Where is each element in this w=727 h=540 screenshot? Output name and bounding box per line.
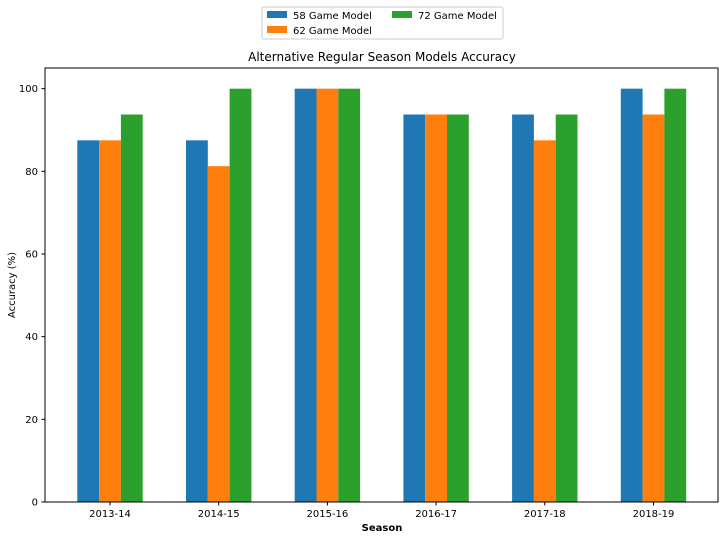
legend-label-58: 58 Game Model: [293, 11, 372, 22]
x-axis: 2013-14 2014-15 2015-16 2016-17 2017-18 2018-…: [89, 502, 674, 520]
bar-2014-15-series-1: [186, 140, 208, 502]
chart-title: Alternative Regular Season Models Accura…: [248, 50, 516, 64]
y-axis: 0 20 40 60 80 100: [19, 84, 45, 509]
y-tick-label: 60: [25, 250, 38, 261]
x-tick-label: 2016-17: [415, 509, 457, 520]
y-tick-label: 0: [32, 498, 38, 509]
legend-swatch-72: [392, 11, 412, 18]
plot-frame: [44, 67, 719, 503]
x-tick-label: 2014-15: [198, 509, 240, 520]
bar-2016-17-series-1: [403, 114, 426, 502]
bar-2013-14-series-3: [120, 114, 143, 502]
y-axis-label: Accuracy (%): [7, 252, 18, 318]
bar-2013-14-series-2: [99, 140, 121, 502]
bar-2014-15-series-2: [207, 166, 230, 503]
y-tick-label: 100: [19, 84, 38, 95]
y-tick-label: 20: [25, 415, 38, 426]
legend-swatch-62: [267, 26, 287, 33]
bar-2015-16-series-3: [338, 88, 361, 503]
legend-frame: [261, 6, 504, 40]
legend: 58 Game Model 62 Game Model 72 Game Mode…: [261, 6, 504, 40]
bar-2013-14-series-1: [77, 140, 100, 502]
legend-label-72: 72 Game Model: [418, 11, 497, 22]
bar-2018-19-series-2: [642, 114, 665, 502]
bar-2018-19-series-3: [664, 88, 687, 503]
bar-2016-17-series-2: [425, 114, 447, 502]
legend-swatch-58: [267, 11, 287, 18]
x-axis-label: Season: [362, 523, 403, 534]
x-tick-label: 2015-16: [307, 509, 349, 520]
bar-2016-17-series-3: [447, 114, 469, 502]
bar-2018-19-series-1: [620, 88, 643, 503]
legend-label-62: 62 Game Model: [293, 26, 372, 37]
bar-2017-18-series-2: [533, 140, 556, 502]
y-tick-label: 40: [25, 332, 38, 343]
y-tick-label: 80: [25, 167, 38, 178]
bar-2015-16-series-1: [294, 88, 317, 503]
bar-2014-15-series-3: [229, 88, 252, 503]
bar-2017-18-series-1: [512, 114, 534, 502]
x-tick-label: 2013-14: [89, 509, 131, 520]
x-tick-label: 2018-19: [633, 509, 675, 520]
bar-2017-18-series-3: [555, 114, 578, 502]
x-tick-label: 2017-18: [524, 509, 566, 520]
bars-group: [77, 88, 687, 503]
bar-2015-16-series-2: [316, 88, 339, 503]
